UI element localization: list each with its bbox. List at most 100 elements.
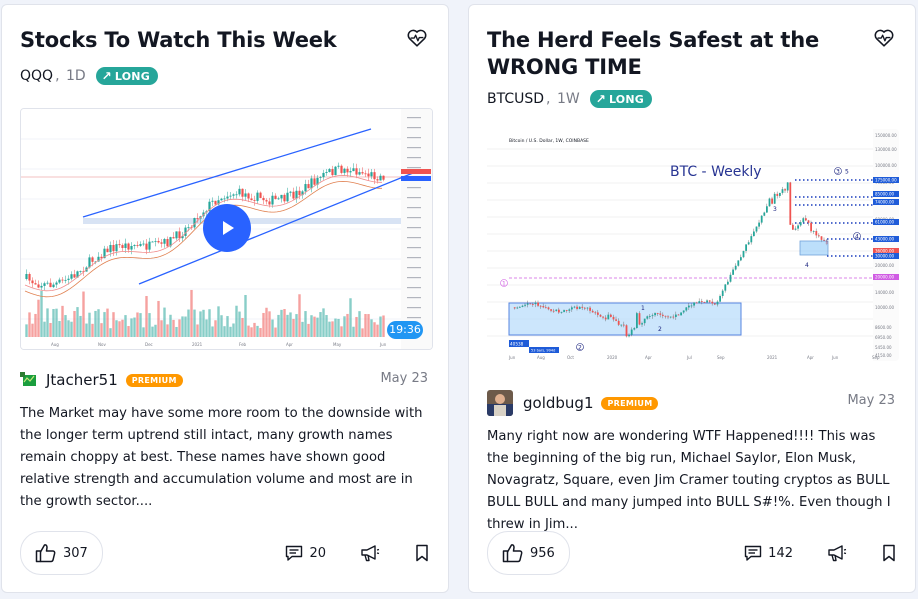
idea-title[interactable]: Stocks To Watch This Week	[20, 28, 337, 52]
candle	[550, 309, 552, 311]
candle	[301, 191, 304, 196]
candle	[364, 173, 367, 175]
candle	[698, 301, 701, 303]
price-tag	[873, 274, 899, 280]
volume-bar	[28, 312, 31, 337]
price-tag-label: 36000.00	[875, 249, 895, 254]
volume-bar	[160, 320, 163, 337]
candle	[295, 190, 298, 199]
chart-header: Bitcoin / U.S. Dollar, 1W, COINBASE	[509, 138, 589, 144]
candle	[286, 192, 289, 202]
symbol-link[interactable]: QQQ	[20, 68, 54, 84]
candle	[519, 306, 521, 308]
candle	[268, 201, 271, 205]
volume-bar	[94, 310, 97, 337]
chart-preview[interactable]: 150000.00130000.00100000.0079000.0060000…	[487, 129, 899, 361]
author-name[interactable]: Jtacher51	[46, 371, 118, 389]
candle	[693, 302, 695, 306]
candle	[708, 300, 711, 302]
candle	[786, 182, 789, 191]
symbol-link[interactable]: BTCUSD	[487, 91, 545, 107]
candle	[382, 175, 385, 180]
premium-badge: PREMIUM	[125, 373, 183, 387]
candle	[747, 242, 750, 245]
comment-icon	[286, 545, 303, 561]
candle	[67, 278, 70, 280]
volume-bar	[313, 316, 316, 337]
play-button[interactable]	[203, 204, 251, 252]
candle	[615, 319, 617, 321]
price-tag-label: 74000.00	[875, 200, 895, 205]
candle	[711, 301, 714, 304]
symbol-row: BTCUSD, 1W ↗ LONG	[487, 90, 652, 108]
candle	[196, 218, 199, 219]
candle	[742, 250, 745, 258]
candle	[685, 307, 688, 311]
x-tick-label: Apr	[807, 355, 814, 360]
candle	[31, 280, 34, 284]
idea-card[interactable]: The Herd Feels Safest at the WRONG TIME …	[468, 4, 916, 593]
candle	[229, 195, 232, 197]
comment-icon	[744, 545, 762, 561]
candle	[343, 168, 346, 173]
volume-bar	[142, 327, 145, 337]
candle	[208, 201, 211, 212]
candle	[79, 271, 82, 272]
y-tick-mark	[407, 137, 421, 139]
price-tag	[873, 236, 899, 242]
x-tick-label: 2021	[192, 342, 203, 347]
candle	[58, 279, 61, 283]
share-button[interactable]	[827, 544, 847, 562]
candle	[815, 230, 818, 236]
y-tick-mark	[407, 317, 421, 319]
volume-bar	[100, 323, 103, 337]
x-tick-label: Aug	[51, 342, 59, 347]
boost-count: 307	[63, 545, 88, 561]
candle	[779, 192, 781, 196]
bookmark-button[interactable]	[414, 544, 430, 562]
video-duration-badge: 19:36	[387, 321, 423, 339]
candle	[638, 313, 641, 325]
candle	[148, 241, 151, 250]
volume-bar	[307, 323, 310, 337]
idea-description[interactable]: The Market may have some more room to th…	[20, 406, 423, 509]
author-name[interactable]: goldbug1	[523, 394, 594, 412]
volume-bar	[202, 309, 205, 337]
share-button[interactable]	[360, 544, 380, 562]
candle	[70, 274, 73, 279]
chart-preview[interactable]: Aug Nov Dec 2021 Feb Apr May Jun 19:36	[20, 108, 433, 350]
candle	[28, 274, 31, 281]
candle	[190, 227, 193, 229]
heart-pulse-icon[interactable]	[406, 27, 428, 49]
boost-button[interactable]: 307	[20, 531, 103, 575]
idea-card[interactable]: Stocks To Watch This Week QQQ, 1D ↗ LONG	[1, 4, 449, 593]
candle	[160, 242, 163, 244]
volume-bar	[361, 328, 364, 337]
comments-button[interactable]: 142	[744, 545, 793, 562]
comments-button[interactable]: 20	[285, 545, 326, 562]
author-row: goldbug1 PREMIUM	[487, 390, 659, 416]
volume-bar	[139, 313, 142, 337]
volume-bar	[118, 321, 121, 337]
volume-bar	[250, 327, 253, 337]
y-tick-mark	[407, 227, 421, 229]
interval-label: 1D	[65, 68, 86, 84]
comments-count: 142	[768, 545, 793, 561]
candle	[307, 184, 310, 189]
arrow-up-right-icon: ↗	[101, 69, 112, 83]
idea-description[interactable]: Many right now are wondering WTF Happene…	[487, 429, 891, 532]
volume-bar	[70, 321, 73, 337]
bookmark-button[interactable]	[881, 544, 897, 562]
y-tick-mark	[407, 247, 421, 249]
heart-pulse-icon[interactable]	[873, 27, 895, 49]
interval-label: 1W	[556, 91, 580, 107]
volume-bar	[178, 319, 181, 337]
boost-button[interactable]: 956	[487, 531, 570, 575]
avatar[interactable]	[487, 390, 513, 416]
candle	[755, 226, 758, 232]
volume-bar	[151, 326, 154, 337]
candle	[654, 313, 656, 316]
idea-title[interactable]: The Herd Feels Safest at the WRONG TIME	[487, 28, 820, 79]
candle	[802, 218, 805, 223]
avatar[interactable]	[20, 372, 36, 388]
